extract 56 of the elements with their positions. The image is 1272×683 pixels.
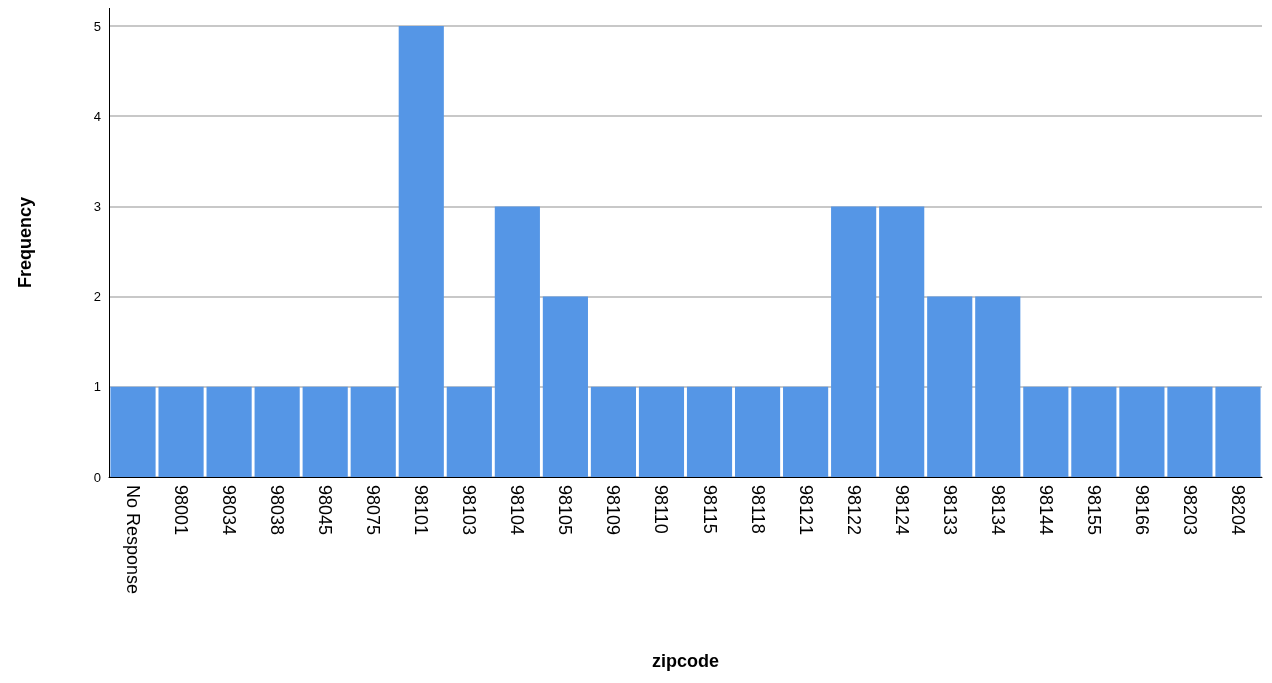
x-tick-label: 98104 — [507, 485, 528, 536]
bar — [254, 386, 300, 477]
x-tick-label: 98144 — [1035, 485, 1056, 536]
bar — [158, 386, 204, 477]
x-tick-label: 98038 — [267, 485, 288, 536]
y-tick-label: 4 — [93, 108, 101, 124]
bar — [879, 206, 925, 477]
y-tick-label: 3 — [93, 198, 101, 214]
bar — [302, 386, 348, 477]
x-tick-label: 98134 — [987, 485, 1008, 536]
bar — [831, 206, 877, 477]
bar — [1215, 386, 1261, 477]
bar — [446, 386, 492, 477]
x-tick-label: 98115 — [699, 485, 720, 534]
y-axis-title: Frequency — [15, 196, 35, 289]
bar — [975, 296, 1021, 477]
bar — [927, 296, 973, 477]
x-tick-label: 98166 — [1131, 485, 1152, 536]
x-tick-label: 98122 — [843, 485, 864, 536]
x-tick-label: 98203 — [1179, 485, 1200, 536]
bar — [783, 386, 829, 477]
x-tick-label: 98118 — [747, 485, 768, 534]
bar — [398, 26, 444, 477]
x-tick-label: 98124 — [891, 485, 912, 536]
bar — [1167, 386, 1213, 477]
y-tick-label: 1 — [93, 379, 101, 395]
x-tick-label: 98110 — [651, 485, 672, 534]
bar — [350, 386, 396, 477]
bar — [1119, 386, 1165, 477]
x-tick-label: 98155 — [1083, 485, 1104, 536]
bar — [110, 386, 156, 477]
x-tick-label: 98045 — [315, 485, 336, 536]
x-axis-title: zipcode — [651, 651, 720, 671]
x-tick-label: 98034 — [219, 485, 240, 536]
bar — [206, 386, 252, 477]
x-tick-label: 98001 — [171, 485, 192, 536]
x-tick-label: 98109 — [603, 485, 624, 536]
x-tick-label: No Response — [123, 485, 144, 595]
x-tick-label: 98121 — [795, 485, 816, 536]
x-tick-label: 98103 — [459, 485, 480, 536]
x-tick-label: 98075 — [363, 485, 384, 536]
bar — [686, 386, 733, 477]
x-tick-label: 98101 — [411, 485, 432, 536]
bar — [1071, 386, 1117, 477]
x-tick-label: 98133 — [939, 485, 960, 536]
y-tick-label: 2 — [93, 289, 101, 305]
x-tick-label: 98105 — [555, 485, 576, 536]
bar — [638, 386, 685, 477]
bar — [542, 296, 588, 477]
bar — [1023, 386, 1069, 477]
bar — [590, 386, 637, 477]
y-tick-label: 0 — [93, 469, 101, 485]
y-tick-label: 5 — [93, 18, 101, 34]
x-tick-label: 98204 — [1227, 485, 1248, 536]
bar — [494, 206, 540, 477]
bar — [734, 386, 781, 477]
